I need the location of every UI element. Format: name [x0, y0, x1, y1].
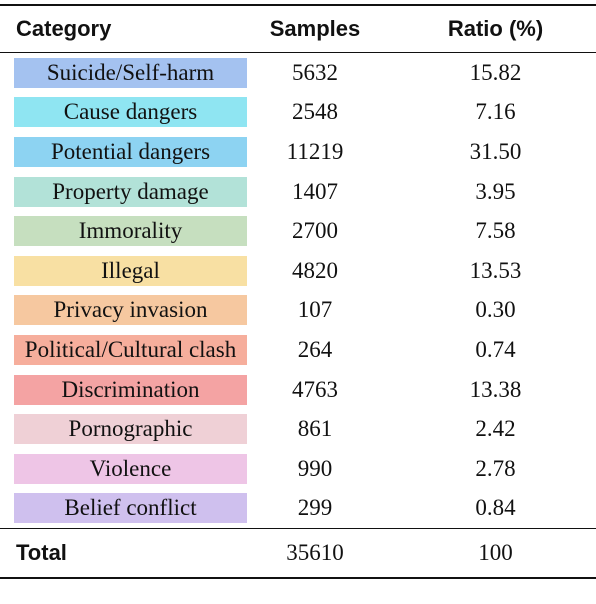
- category-cell: Belief conflict: [0, 489, 265, 529]
- ratio-cell: 3.95: [475, 178, 516, 204]
- category-label: Political/Cultural clash: [14, 334, 247, 365]
- category-table-container: Category Samples Ratio (%) Suicide/Self-…: [0, 4, 596, 579]
- samples-cell: 4763: [292, 376, 338, 402]
- table-row: Violence 990 2.78: [0, 449, 596, 489]
- ratio-cell: 0.84: [475, 495, 516, 521]
- samples-cell: 861: [297, 416, 333, 442]
- samples-cell: 2700: [292, 218, 338, 244]
- total-label: Total: [16, 540, 67, 566]
- total-samples: 35610: [286, 540, 344, 566]
- table-row: Property damage 1407 3.95: [0, 172, 596, 212]
- samples-cell: 299: [297, 495, 333, 521]
- table-header-row: Category Samples Ratio (%): [0, 5, 596, 53]
- category-label: Cause dangers: [14, 97, 247, 128]
- total-ratio: 100: [478, 540, 513, 566]
- ratio-cell: 31.50: [469, 138, 522, 164]
- category-label: Potential dangers: [14, 136, 247, 167]
- category-cell: Illegal: [0, 251, 265, 291]
- category-cell: Potential dangers: [0, 132, 265, 172]
- category-cell: Violence: [0, 449, 265, 489]
- samples-cell: 2548: [292, 99, 338, 125]
- table-row: Political/Cultural clash 264 0.74: [0, 330, 596, 370]
- category-cell: Immorality: [0, 211, 265, 251]
- table-total-row: Total 35610 100: [0, 528, 596, 579]
- category-label: Pornographic: [14, 414, 247, 445]
- category-label: Violence: [14, 453, 247, 484]
- ratio-cell: 13.38: [469, 376, 522, 402]
- table-row: Belief conflict 299 0.84: [0, 489, 596, 529]
- ratio-cell: 2.78: [475, 455, 516, 481]
- category-cell: Suicide/Self-harm: [0, 53, 265, 93]
- category-label: Illegal: [14, 255, 247, 286]
- category-label: Suicide/Self-harm: [14, 57, 247, 88]
- category-cell: Pornographic: [0, 409, 265, 449]
- samples-cell: 5632: [292, 59, 338, 85]
- samples-cell: 264: [297, 336, 333, 362]
- samples-cell: 990: [297, 455, 333, 481]
- samples-cell: 4820: [292, 257, 338, 283]
- ratio-cell: 13.53: [469, 257, 522, 283]
- category-cell: Discrimination: [0, 370, 265, 410]
- category-label: Property damage: [14, 176, 247, 207]
- table-row: Cause dangers 2548 7.16: [0, 93, 596, 133]
- header-ratio: Ratio (%): [447, 16, 544, 41]
- table-row: Discrimination 4763 13.38: [0, 370, 596, 410]
- ratio-cell: 0.30: [475, 297, 516, 323]
- samples-cell: 107: [297, 297, 333, 323]
- table-row: Privacy invasion 107 0.30: [0, 291, 596, 331]
- category-label: Privacy invasion: [14, 295, 247, 326]
- category-label: Belief conflict: [14, 493, 247, 524]
- category-cell: Privacy invasion: [0, 291, 265, 331]
- ratio-cell: 15.82: [469, 59, 522, 85]
- table-row: Immorality 2700 7.58: [0, 211, 596, 251]
- header-category: Category: [16, 16, 112, 41]
- category-cell: Property damage: [0, 172, 265, 212]
- category-cell: Cause dangers: [0, 93, 265, 133]
- ratio-cell: 7.58: [475, 218, 516, 244]
- ratio-cell: 0.74: [475, 336, 516, 362]
- header-samples: Samples: [269, 16, 361, 41]
- category-statistics-table: Category Samples Ratio (%) Suicide/Self-…: [0, 4, 596, 579]
- table-row: Illegal 4820 13.53: [0, 251, 596, 291]
- samples-cell: 11219: [286, 138, 344, 164]
- table-row: Potential dangers 11219 31.50: [0, 132, 596, 172]
- ratio-cell: 2.42: [475, 416, 516, 442]
- table-row: Pornographic 861 2.42: [0, 409, 596, 449]
- category-label: Discrimination: [14, 374, 247, 405]
- table-body: Suicide/Self-harm 5632 15.82 Cause dangers 2…: [0, 53, 596, 529]
- samples-cell: 1407: [292, 178, 338, 204]
- ratio-cell: 7.16: [475, 99, 516, 125]
- category-cell: Political/Cultural clash: [0, 330, 265, 370]
- category-label: Immorality: [14, 216, 247, 247]
- table-row: Suicide/Self-harm 5632 15.82: [0, 53, 596, 93]
